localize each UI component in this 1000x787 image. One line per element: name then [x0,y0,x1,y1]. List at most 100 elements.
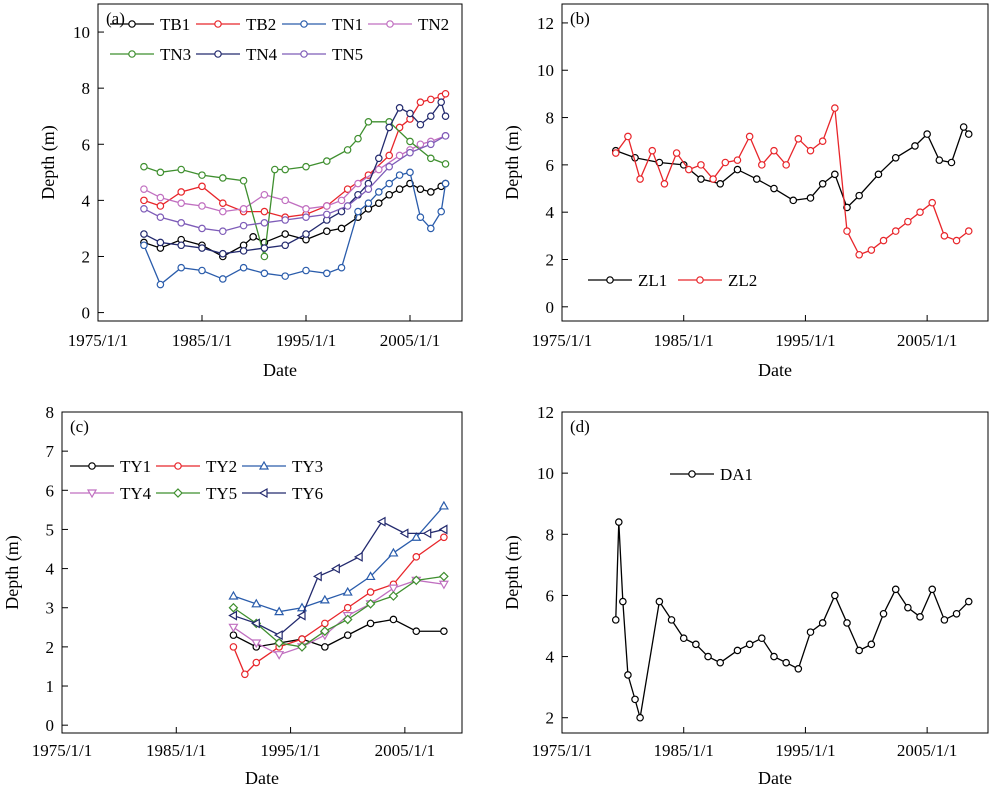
data-point-ty2 [298,635,306,643]
data-point-tn4 [177,241,186,250]
series-tb1 [140,179,450,261]
legend-marker-zl1 [606,276,614,284]
data-point-ty4 [251,639,262,649]
data-point-tn2 [354,179,362,188]
data-point-da1 [940,616,949,624]
y-tick-label: 6 [546,156,555,175]
x-tick-label: 2005/1/1 [380,331,440,350]
data-point-tn4 [441,112,450,121]
data-point-ty4 [274,651,285,660]
data-point-zl1 [818,179,827,188]
x-tick-label: 1975/1/1 [68,331,128,350]
legend-marker-ty3 [258,460,270,470]
x-tick-label: 2005/1/1 [897,331,957,350]
data-point-da1 [611,616,620,624]
y-tick-label: 6 [546,586,555,605]
y-tick-label: 8 [46,403,55,422]
data-point-zl1 [752,175,761,183]
data-point-ty4 [388,584,399,594]
legend-label-ty2: TY2 [206,457,237,476]
data-point-tn4 [260,244,269,252]
series-line-ty3 [233,505,445,613]
legend-marker-zl2 [696,276,704,284]
data-point-tn3 [177,165,186,174]
data-point-tn4 [198,244,206,252]
legend-label-tn3: TN3 [160,45,191,64]
data-point-zl2 [891,227,900,235]
data-point-ty6 [399,528,409,539]
data-point-zl2 [964,227,973,235]
y-tick-label: 3 [46,599,55,618]
data-point-ty6 [353,551,363,562]
data-point-tn5 [343,202,352,210]
data-point-tn2 [140,185,148,193]
data-point-tn3 [302,162,310,171]
x-tick-label: 1985/1/1 [172,331,232,350]
data-point-tn5 [140,204,148,213]
data-point-zl1 [716,179,725,188]
data-point-tb1 [322,227,331,236]
y-tick-label: 2 [546,250,555,269]
series-line-tn5 [143,135,446,232]
data-point-ty2 [440,533,448,542]
data-point-tn1 [416,213,425,222]
y-axis-title: Depth (m) [2,535,23,609]
data-point-tn3 [322,157,331,165]
series-line-zl2 [615,107,970,256]
data-point-ty1 [229,631,238,639]
legend-marker-ty1 [88,462,96,470]
y-tick-label: 10 [537,61,554,80]
legend-label-ty4: TY4 [120,484,152,503]
x-axis-title: Date [263,360,297,380]
data-point-da1 [843,619,851,627]
data-point-tn2 [395,151,404,160]
y-tick-label: 12 [537,403,554,422]
data-point-tb1 [426,188,435,196]
data-point-tn3 [426,154,435,163]
data-point-zl2 [916,208,924,216]
data-point-tn4 [406,109,414,118]
y-axis-title: Depth (m) [502,535,523,609]
legend: TB1 TB2 TN1 TN2 TN3 TN4 TN5 [110,15,449,64]
legend: ZL1 ZL2 [588,271,757,290]
data-point-tn5 [198,224,206,233]
data-point-ty1 [366,619,375,628]
data-point-zl2 [782,161,790,169]
data-point-tn3 [406,137,414,146]
y-tick-label: 2 [46,638,55,657]
data-point-ty1 [321,643,329,651]
data-point-zl1 [923,130,931,138]
series-tn4 [140,98,450,258]
y-tick-label: 12 [537,14,554,33]
legend-label-ty5: TY5 [206,484,237,503]
data-point-tn1 [198,266,206,275]
data-point-tn3 [441,160,450,168]
data-point-ty5 [320,626,330,637]
y-tick-label: 10 [73,23,90,42]
data-point-da1 [904,603,912,612]
data-point-da1 [770,652,778,661]
series-tn3 [140,118,450,261]
data-point-zl2 [928,198,937,207]
data-point-zl1 [697,175,705,183]
data-point-tn4 [239,247,248,255]
legend-label-da1: DA1 [720,465,753,484]
data-point-tn4 [156,238,165,247]
data-point-da1 [916,613,924,621]
data-point-zl1 [891,153,900,162]
x-tick-label: 1975/1/1 [532,331,592,350]
x-tick-label: 1995/1/1 [260,741,320,760]
data-point-tn5 [441,132,450,140]
x-tick-label: 1985/1/1 [146,741,206,760]
data-point-zl2 [806,146,815,155]
legend-label-tn1: TN1 [332,15,363,34]
data-point-zl2 [879,236,888,245]
legend-label-tb1: TB1 [160,15,190,34]
data-point-tn1 [426,224,435,233]
data-point-ty6 [228,610,238,621]
data-point-ty1 [389,615,398,624]
data-point-ty2 [366,588,375,596]
data-point-tn1 [354,207,362,216]
x-tick-label: 2005/1/1 [897,741,957,760]
data-point-tn1 [406,168,414,177]
